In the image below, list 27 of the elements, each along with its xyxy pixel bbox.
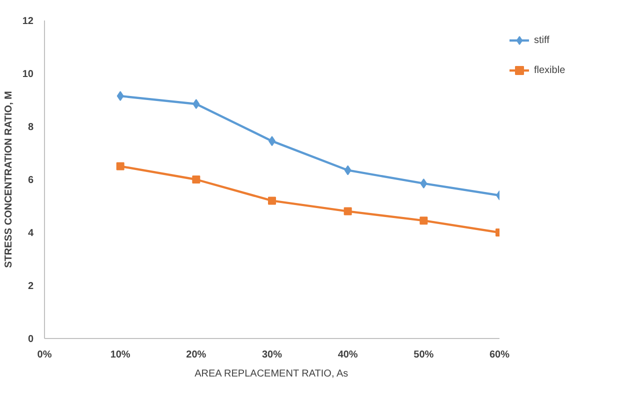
y-tick-label: 4 xyxy=(28,228,34,239)
point xyxy=(344,207,352,216)
point xyxy=(192,98,200,109)
point xyxy=(116,91,124,102)
x-tick-label: 60% xyxy=(489,350,510,360)
point xyxy=(420,216,428,225)
y-tick-label: 2 xyxy=(28,281,34,292)
y-tick-label: 12 xyxy=(22,16,34,27)
x-axis-title: AREA REPLACEMENT RATIO, As xyxy=(194,368,348,380)
x-tick-label: 40% xyxy=(338,350,358,360)
point xyxy=(420,178,428,188)
y-tick-label: 8 xyxy=(28,122,34,133)
x-tick-label: 30% xyxy=(262,350,282,360)
point xyxy=(116,162,124,170)
y-tick-label: 0 xyxy=(28,334,34,345)
legend-label: stiff xyxy=(534,34,550,46)
point xyxy=(192,176,200,184)
x-tick-label: 50% xyxy=(414,350,434,360)
x-tick-label: 0% xyxy=(37,350,52,360)
point xyxy=(344,165,352,176)
y-tick-label: 6 xyxy=(28,175,34,186)
point xyxy=(268,196,276,205)
y-axis-title: STRESS CONCENTRATION RATIO, M xyxy=(3,91,14,268)
legend-label: flexible xyxy=(534,64,566,76)
x-tick-label: 20% xyxy=(186,350,206,360)
x-tick-label: 10% xyxy=(110,350,130,360)
y-tick-label: 10 xyxy=(22,69,34,80)
